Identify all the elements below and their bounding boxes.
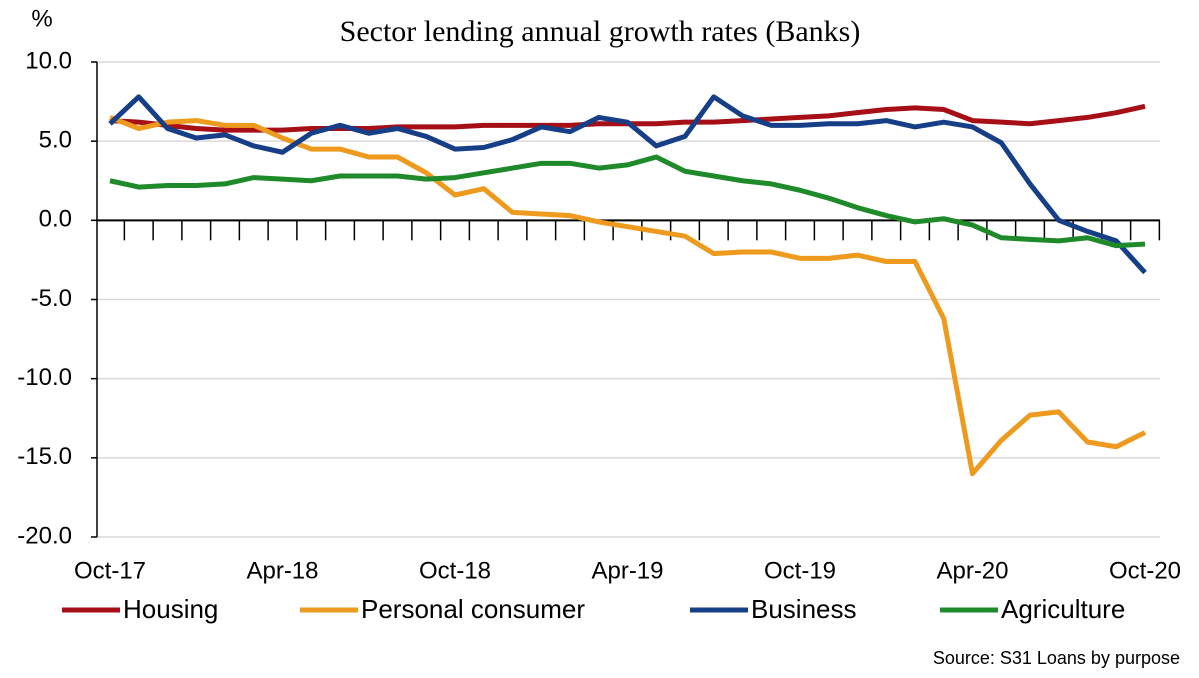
y-tick-label: -15.0	[17, 443, 72, 470]
y-tick-label: -10.0	[17, 364, 72, 391]
series-line	[109, 115, 1147, 477]
x-tick-label: Oct-18	[419, 557, 491, 584]
legend-label: Agriculture	[1001, 594, 1125, 624]
legend-label: Personal consumer	[361, 594, 585, 624]
series-line	[109, 154, 1146, 249]
series-line	[108, 94, 1147, 275]
y-tick-label: -20.0	[17, 522, 72, 549]
y-axis-label: %	[31, 5, 52, 32]
series-line	[109, 103, 1146, 133]
y-tick-label: 5.0	[39, 127, 72, 154]
x-tick-label: Apr-19	[591, 557, 663, 584]
y-tick-label: -5.0	[31, 285, 72, 312]
legend-label: Housing	[123, 594, 218, 624]
x-tick-label: Oct-17	[74, 557, 146, 584]
x-tick-label: Oct-19	[764, 557, 836, 584]
x-tick-label: Apr-18	[246, 557, 318, 584]
x-tick-label: Oct-20	[1109, 557, 1181, 584]
source: Source: S31 Loans by purpose	[933, 648, 1180, 668]
legend-label: Business	[751, 594, 857, 624]
x-tick-label: Apr-20	[936, 557, 1008, 584]
y-tick-label: 0.0	[39, 206, 72, 233]
chart-title: Sector lending annual growth rates (Bank…	[340, 15, 861, 48]
y-tick-label: 10.0	[25, 47, 72, 74]
